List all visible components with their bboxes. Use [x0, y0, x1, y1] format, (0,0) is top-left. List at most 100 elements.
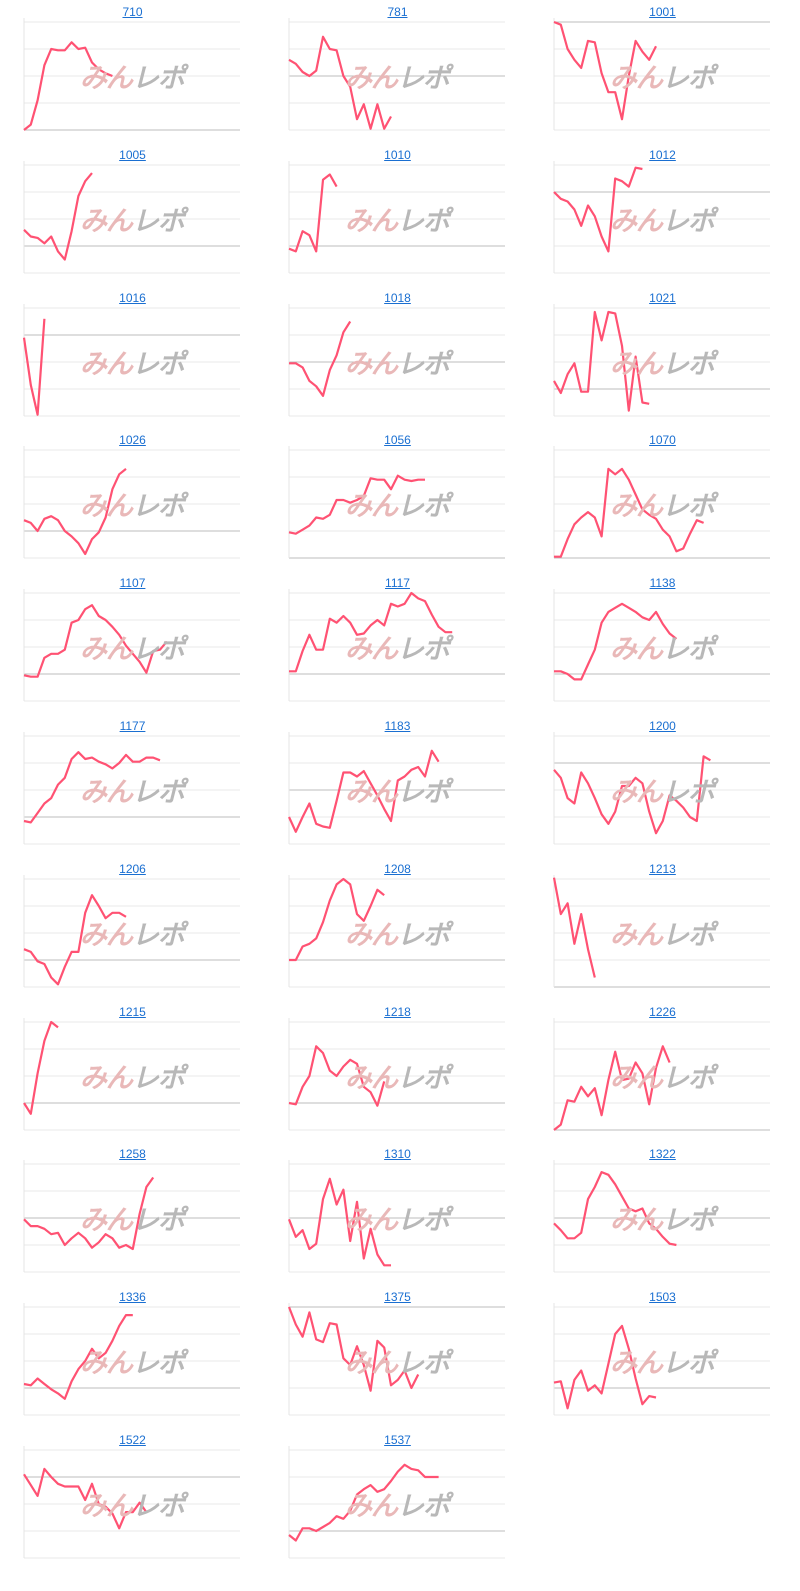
watermark-logo: みんレポ	[80, 1198, 185, 1237]
watermark-part1: みん	[80, 63, 133, 94]
watermark-part1: みん	[80, 206, 133, 237]
watermark-logo: みんレポ	[80, 484, 185, 523]
chart-title-link[interactable]: 1001	[649, 5, 676, 19]
chart-panel: みんレポ 1310	[265, 1142, 530, 1285]
chart-title-link[interactable]: 1213	[649, 862, 676, 876]
watermark-part1: みん	[345, 920, 398, 951]
chart-panel: みんレポ 1537	[265, 1428, 530, 1571]
chart-panel: みんレポ 1026	[0, 428, 265, 571]
watermark-part2: レポ	[132, 920, 185, 951]
chart-panel: みんレポ 1226	[530, 1000, 795, 1143]
chart-title-link[interactable]: 1537	[384, 1433, 411, 1447]
line-chart	[287, 1303, 505, 1416]
line-chart	[288, 1018, 505, 1131]
chart-title-link[interactable]: 1021	[649, 291, 676, 305]
series-line	[287, 1306, 420, 1392]
chart-panel: みんレポ 1138	[530, 571, 795, 714]
chart-title-link[interactable]: 781	[387, 5, 408, 19]
watermark-logo: みんレポ	[610, 627, 715, 666]
watermark-part1: みん	[610, 1063, 663, 1094]
watermark-part1: みん	[345, 634, 398, 665]
chart-title-link[interactable]: 1183	[384, 719, 411, 733]
chart-title-link[interactable]: 1322	[649, 1147, 676, 1161]
chart-title-link[interactable]: 1375	[384, 1290, 411, 1304]
chart-title-link[interactable]: 1310	[384, 1147, 411, 1161]
watermark-part1: みん	[80, 491, 133, 522]
line-chart	[288, 1446, 505, 1559]
watermark-logo: みんレポ	[345, 1341, 450, 1380]
chart-title-link[interactable]: 1010	[384, 148, 411, 162]
watermark-part2: レポ	[397, 1348, 450, 1379]
line-chart	[288, 875, 505, 988]
line-chart	[553, 1303, 770, 1416]
chart-panel: みんレポ 1183	[265, 714, 530, 857]
line-chart	[23, 161, 240, 274]
line-chart	[553, 589, 770, 702]
line-chart	[553, 732, 770, 845]
series-line	[22, 318, 46, 416]
chart-panel: みんレポ 1218	[265, 1000, 530, 1143]
watermark-part1: みん	[345, 206, 398, 237]
chart-title-link[interactable]: 1522	[119, 1433, 146, 1447]
chart-panel: みんレポ 1177	[0, 714, 265, 857]
chart-title-link[interactable]: 1138	[649, 576, 676, 590]
chart-title-link[interactable]: 1117	[385, 576, 410, 590]
line-chart	[22, 304, 240, 417]
chart-title-link[interactable]: 1226	[649, 1005, 676, 1019]
series-line	[553, 20, 657, 121]
chart-title-link[interactable]: 1070	[649, 433, 676, 447]
watermark-logo: みんレポ	[345, 913, 450, 952]
line-chart	[23, 1160, 240, 1273]
watermark-logo: みんレポ	[80, 627, 185, 666]
watermark-logo: みんレポ	[80, 342, 185, 381]
chart-title-link[interactable]: 1056	[384, 433, 411, 447]
chart-title-link[interactable]: 710	[122, 5, 143, 19]
watermark-logo: みんレポ	[610, 484, 715, 523]
watermark-logo: みんレポ	[610, 199, 715, 238]
watermark-part1: みん	[610, 63, 663, 94]
watermark-logo: みんレポ	[345, 1198, 450, 1237]
chart-title-link[interactable]: 1177	[119, 719, 146, 733]
chart-panel: みんレポ 1213	[530, 857, 795, 1000]
chart-title-link[interactable]: 1016	[119, 291, 146, 305]
series-line	[23, 468, 127, 556]
series-line	[553, 1045, 671, 1131]
chart-panel: みんレポ 1010	[265, 143, 530, 286]
line-chart	[553, 1018, 770, 1131]
series-line	[552, 877, 596, 978]
watermark-part1: みん	[610, 777, 663, 808]
chart-title-link[interactable]: 1258	[119, 1147, 146, 1161]
chart-title-link[interactable]: 1503	[649, 1290, 676, 1304]
chart-panel: みんレポ 1503	[530, 1285, 795, 1428]
watermark-part2: レポ	[397, 1205, 450, 1236]
series-line	[288, 35, 392, 130]
chart-title-link[interactable]: 1206	[119, 862, 146, 876]
line-chart	[288, 589, 505, 702]
series-line	[287, 1177, 391, 1267]
chart-title-link[interactable]: 1005	[119, 148, 146, 162]
chart-title-link[interactable]: 1107	[119, 576, 146, 590]
chart-title-link[interactable]: 1018	[384, 291, 411, 305]
chart-panel: みんレポ 1215	[0, 1000, 265, 1143]
line-chart	[288, 18, 505, 131]
watermark-part1: みん	[345, 1063, 398, 1094]
watermark-part1: みん	[80, 634, 133, 665]
watermark-part1: みん	[80, 1348, 133, 1379]
chart-title-link[interactable]: 1200	[649, 719, 676, 733]
watermark-part1: みん	[80, 349, 133, 380]
chart-title-link[interactable]: 1218	[384, 1005, 411, 1019]
watermark-part2: レポ	[397, 491, 450, 522]
watermark-part2: レポ	[132, 206, 185, 237]
watermark-part2: レポ	[397, 1063, 450, 1094]
watermark-part1: みん	[80, 920, 133, 951]
chart-title-link[interactable]: 1208	[384, 862, 411, 876]
watermark-logo: みんレポ	[345, 484, 450, 523]
chart-panel: みんレポ 710	[0, 0, 265, 143]
chart-title-link[interactable]: 1012	[649, 148, 676, 162]
watermark-part1: みん	[345, 349, 398, 380]
chart-title-link[interactable]: 1215	[119, 1005, 146, 1019]
line-chart	[23, 732, 240, 845]
chart-title-link[interactable]: 1026	[119, 433, 146, 447]
chart-title-link[interactable]: 1336	[119, 1290, 146, 1304]
chart-panel: みんレポ 781	[265, 0, 530, 143]
